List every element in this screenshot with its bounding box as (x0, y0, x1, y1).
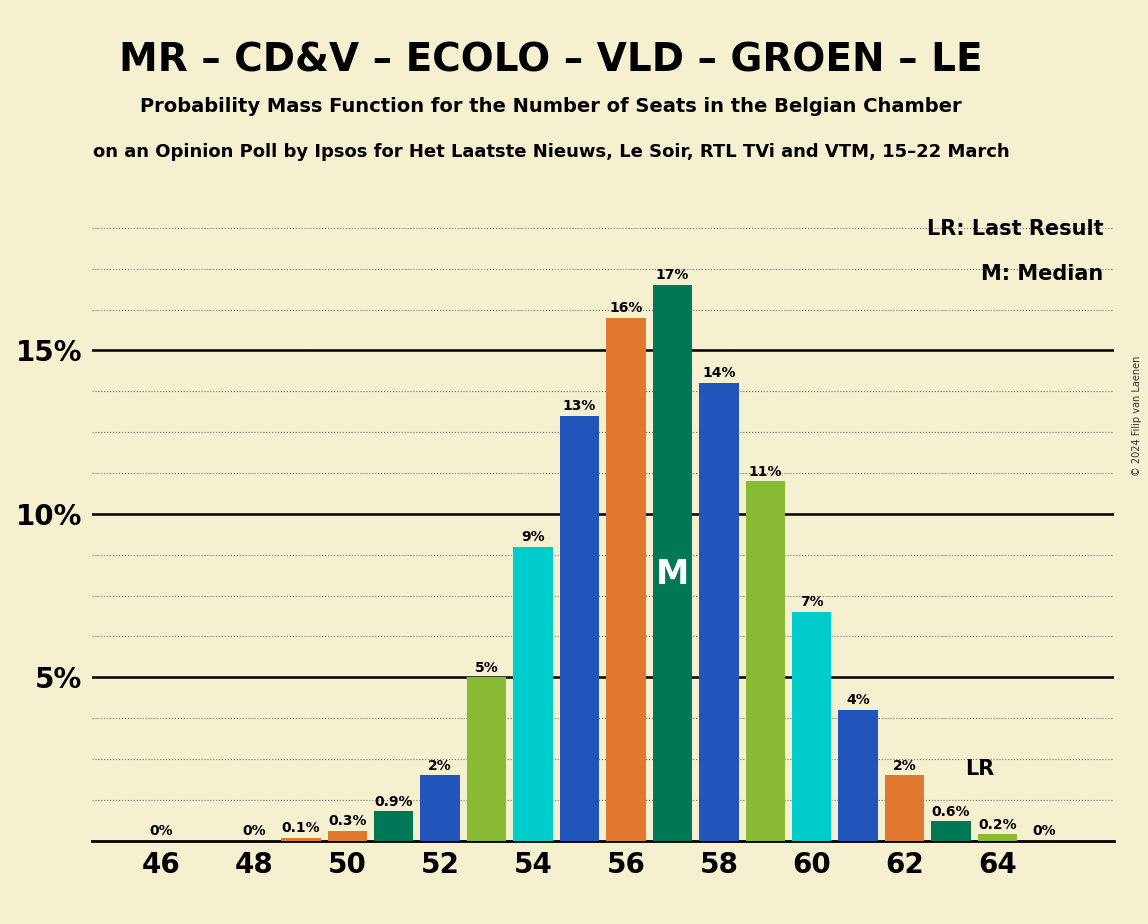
Bar (699, 383, 738, 841)
Text: 5%: 5% (475, 661, 498, 675)
Bar (513, 547, 553, 841)
Bar (374, 811, 413, 841)
Text: on an Opinion Poll by Ipsos for Het Laatste Nieuws, Le Soir, RTL TVi and VTM, 15: on an Opinion Poll by Ipsos for Het Laat… (93, 143, 1009, 161)
Text: LR: LR (965, 759, 994, 779)
Text: M: Median: M: Median (982, 264, 1103, 284)
Text: © 2024 Filip van Laenen: © 2024 Filip van Laenen (1132, 356, 1142, 476)
Text: LR: Last Result: LR: Last Result (926, 219, 1103, 239)
Text: 0.9%: 0.9% (374, 795, 413, 808)
Text: 17%: 17% (656, 268, 689, 283)
Text: 4%: 4% (846, 693, 870, 708)
Text: 14%: 14% (703, 367, 736, 381)
Bar (560, 416, 599, 841)
Bar (931, 821, 971, 841)
Bar (606, 318, 645, 841)
Text: 0%: 0% (242, 824, 266, 838)
Bar (652, 285, 692, 841)
Bar (420, 775, 460, 841)
Text: 0.3%: 0.3% (328, 814, 366, 829)
Text: 11%: 11% (748, 465, 782, 479)
Text: 0%: 0% (1032, 824, 1056, 838)
Text: 7%: 7% (800, 595, 823, 609)
Bar (978, 834, 1017, 841)
Text: 13%: 13% (563, 399, 596, 413)
Text: 9%: 9% (521, 530, 545, 544)
Text: 0.1%: 0.1% (281, 821, 320, 835)
Bar (281, 837, 320, 841)
Text: 16%: 16% (610, 301, 643, 315)
Bar (792, 612, 831, 841)
Bar (467, 677, 506, 841)
Text: M: M (656, 557, 689, 590)
Text: 0%: 0% (149, 824, 173, 838)
Bar (885, 775, 924, 841)
Bar (327, 831, 367, 841)
Bar (745, 481, 785, 841)
Text: 2%: 2% (893, 759, 916, 772)
Bar (838, 710, 878, 841)
Text: 0.6%: 0.6% (932, 805, 970, 819)
Text: Probability Mass Function for the Number of Seats in the Belgian Chamber: Probability Mass Function for the Number… (140, 97, 962, 116)
Text: 0.2%: 0.2% (978, 818, 1017, 832)
Text: MR – CD&V – ECOLO – VLD – GROEN – LE: MR – CD&V – ECOLO – VLD – GROEN – LE (119, 42, 983, 79)
Text: 2%: 2% (428, 759, 452, 772)
